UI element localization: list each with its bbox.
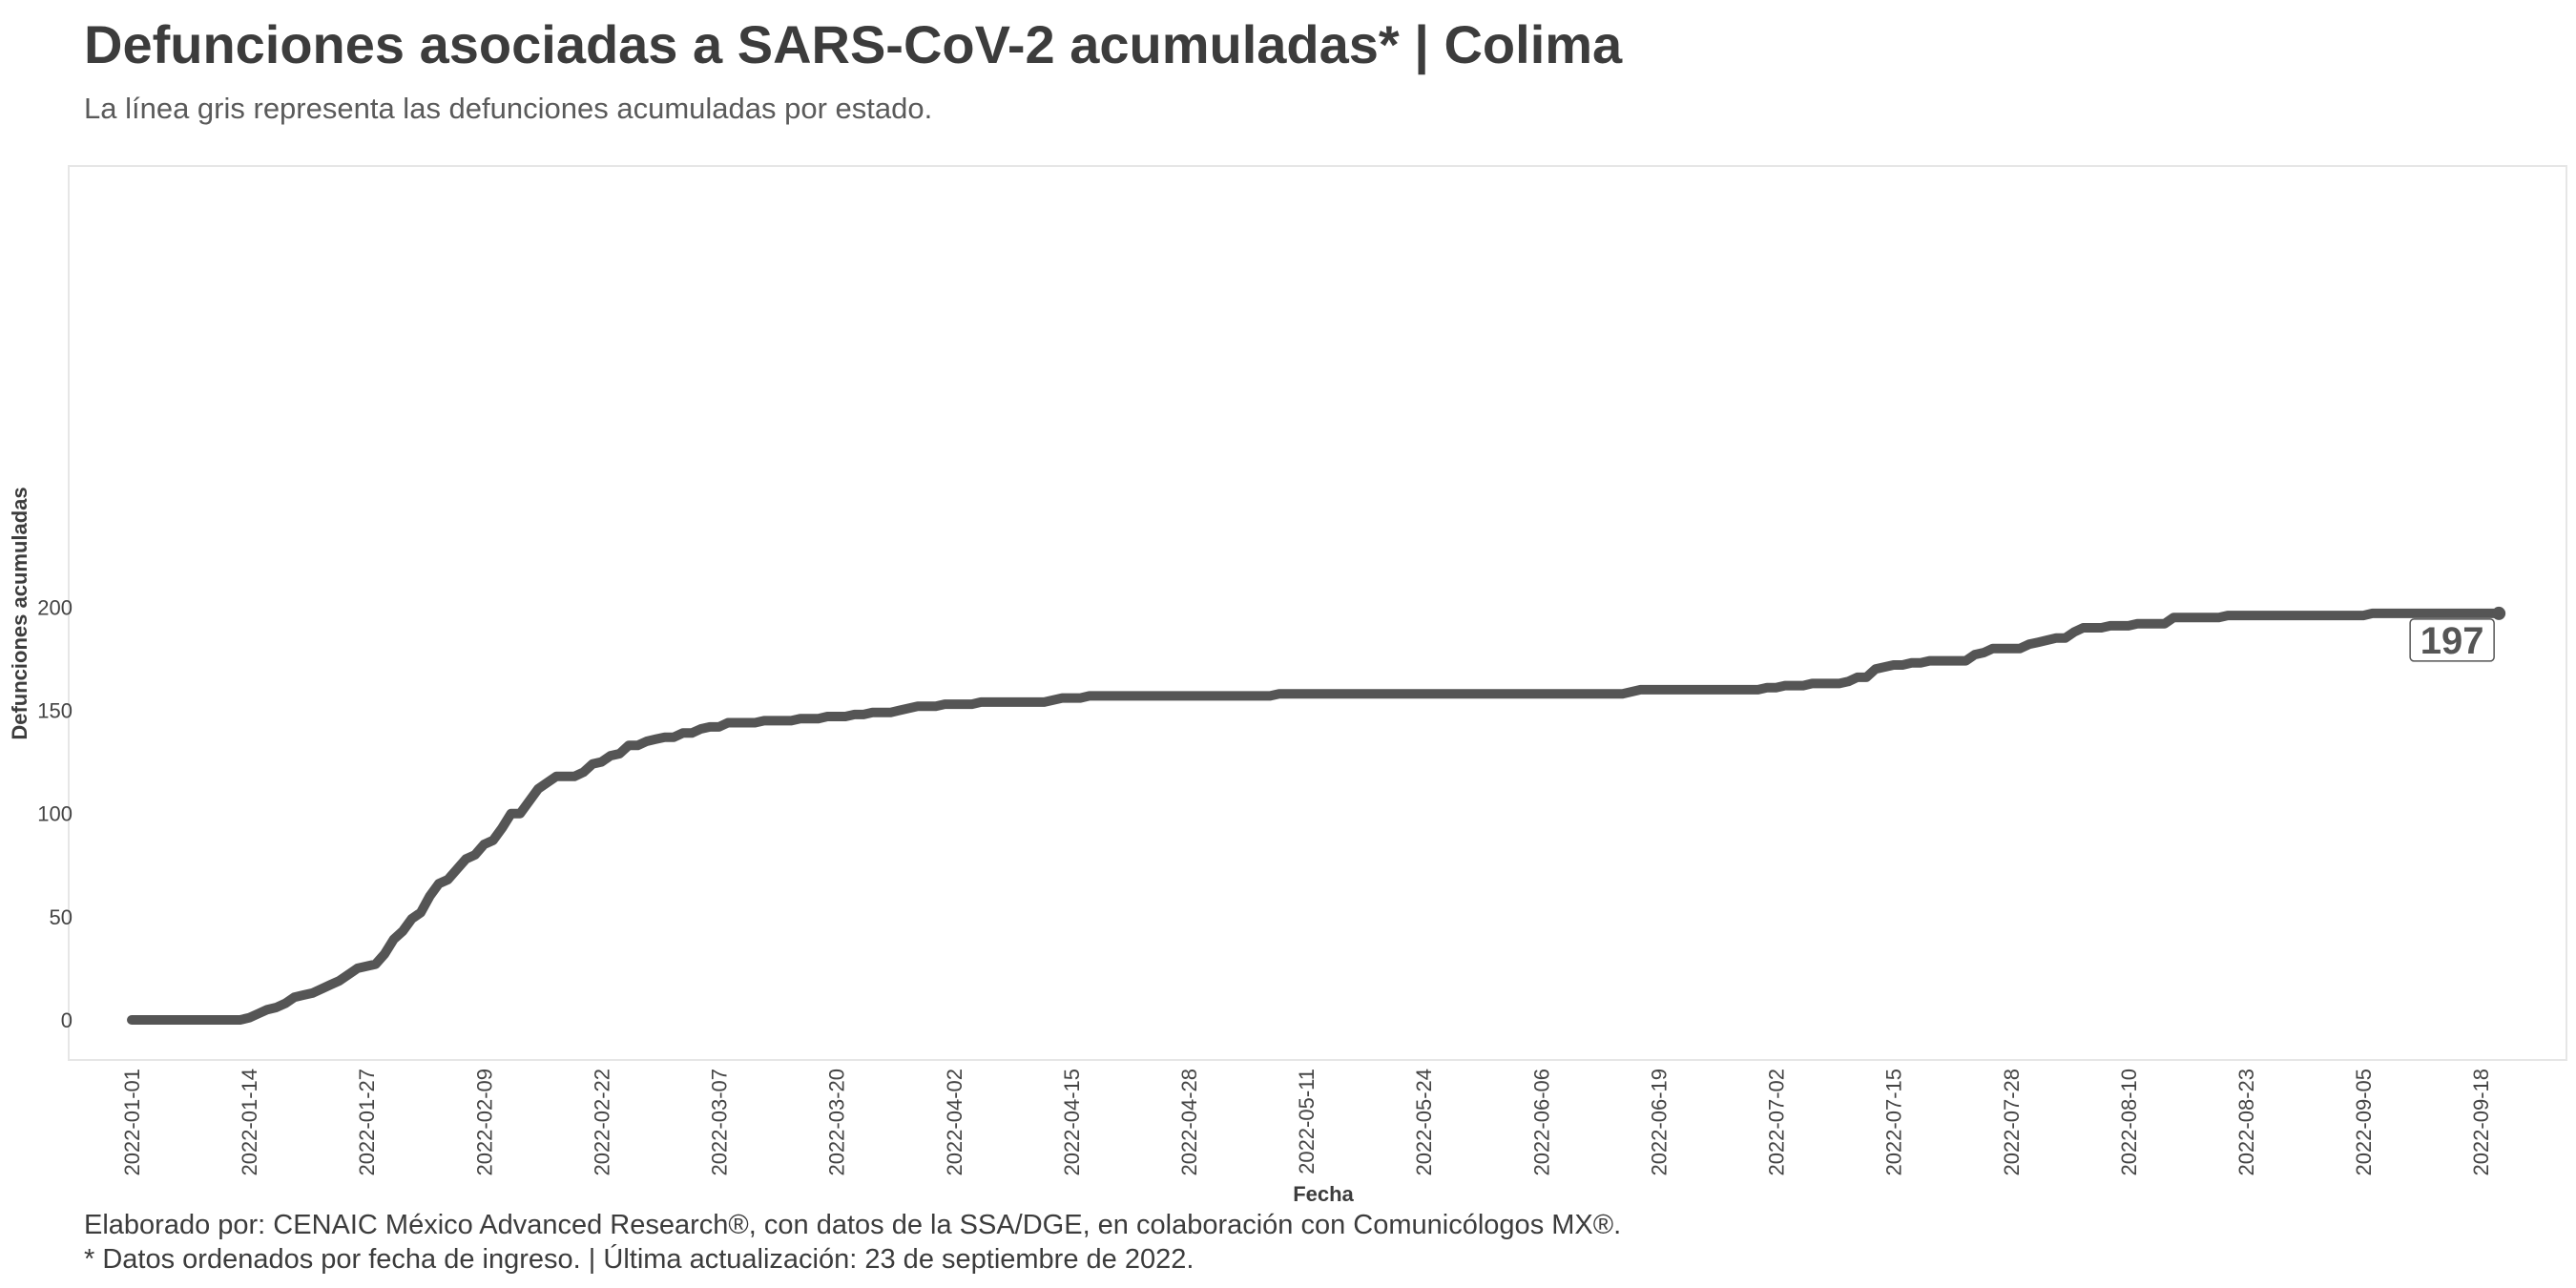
x-tick-label: 2022-07-15 (1882, 1069, 1906, 1176)
x-axis-title: Fecha (1293, 1182, 1354, 1206)
chart-title: Defunciones asociadas a SARS-CoV-2 acumu… (84, 14, 1623, 74)
y-tick-label: 200 (37, 595, 73, 619)
series-line (127, 608, 2504, 1025)
source-caption: Elaborado por: CENAIC México Advanced Re… (84, 1210, 1622, 1240)
y-tick-label: 150 (37, 699, 73, 723)
x-tick-label: 2022-01-27 (355, 1069, 379, 1176)
end-label-box (2409, 618, 2495, 662)
x-axis: 2022-01-01 2022-01-14 2022-01-27 2022-02-09… (120, 1069, 2493, 1176)
x-tick-label: 2022-03-07 (708, 1069, 732, 1176)
x-tick-label: 2022-02-09 (472, 1069, 496, 1176)
y-axis-title: Defunciones acumuladas (8, 487, 31, 739)
plot-panel (68, 165, 2567, 1061)
x-tick-label: 2022-04-15 (1060, 1069, 1084, 1176)
x-tick-label: 2022-08-10 (2117, 1069, 2141, 1176)
y-axis: 0 50 100 150 200 (37, 595, 73, 1032)
x-tick-label: 2022-08-23 (2234, 1069, 2258, 1176)
y-tick-label: 50 (50, 905, 73, 929)
x-tick-label: 2022-04-02 (943, 1069, 966, 1176)
date-caption: * Datos ordenados por fecha de ingreso. … (84, 1244, 1195, 1275)
end-label: 197 (2420, 620, 2484, 662)
y-tick-label: 0 (61, 1008, 73, 1032)
x-tick-label: 2022-06-06 (1529, 1069, 1553, 1176)
x-tick-label: 2022-07-02 (1765, 1069, 1789, 1176)
x-tick-label: 2022-05-24 (1412, 1069, 1436, 1176)
chart-subtitle: La línea gris representa las defunciones… (84, 92, 933, 125)
y-tick-label: 100 (37, 802, 73, 826)
x-tick-label: 2022-06-19 (1647, 1069, 1671, 1176)
end-point (2492, 606, 2506, 620)
x-tick-label: 2022-09-18 (2469, 1069, 2493, 1176)
x-tick-label: 2022-09-05 (2352, 1069, 2376, 1176)
x-tick-label: 2022-03-20 (825, 1069, 849, 1176)
x-tick-label: 2022-07-28 (2000, 1069, 2024, 1176)
x-tick-label: 2022-02-22 (590, 1069, 613, 1176)
x-tick-label: 2022-04-28 (1177, 1069, 1201, 1176)
x-tick-label: 2022-01-01 (120, 1069, 144, 1176)
x-tick-label: 2022-05-11 (1295, 1069, 1319, 1174)
x-tick-label: 2022-01-14 (238, 1069, 261, 1176)
